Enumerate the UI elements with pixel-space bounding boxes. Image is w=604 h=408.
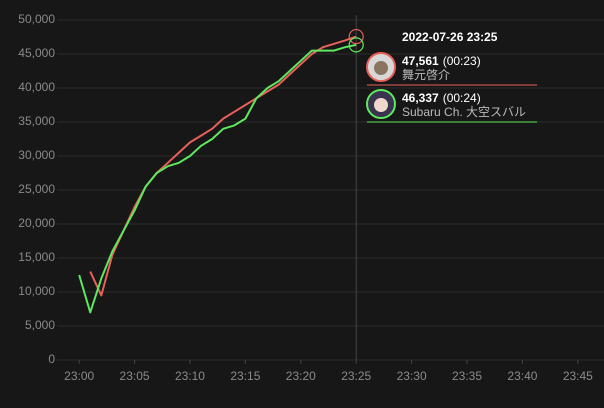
x-tick-label: 23:45 <box>563 369 593 383</box>
tooltip-value-label: 47,561 <box>402 54 439 68</box>
y-tick-label: 25,000 <box>18 182 55 196</box>
y-tick-label: 50,000 <box>18 12 55 26</box>
x-tick-label: 23:30 <box>397 369 427 383</box>
y-tick-label: 40,000 <box>18 80 55 94</box>
x-tick-label: 23:00 <box>64 369 94 383</box>
x-tick-label: 23:40 <box>507 369 537 383</box>
tooltip-elapsed: (00:24) <box>443 91 481 105</box>
series-line <box>78 43 357 314</box>
y-tick-label: 30,000 <box>18 148 55 162</box>
tooltip-value-label: 46,337 <box>402 91 439 105</box>
tooltip-value: 47,561 (00:23) <box>402 54 481 68</box>
y-tick-label: 35,000 <box>18 114 55 128</box>
y-tick-label: 0 <box>48 352 55 366</box>
tooltip-series-name: 舞元啓介 <box>402 67 450 82</box>
y-tick-label: 15,000 <box>18 250 55 264</box>
avatar-face <box>374 61 388 75</box>
x-tick-label: 23:15 <box>230 369 260 383</box>
x-tick-label: 23:25 <box>341 369 371 383</box>
tooltip-elapsed: (00:23) <box>443 54 481 68</box>
y-tick-label: 45,000 <box>18 46 55 60</box>
x-tick-label: 23:05 <box>120 369 150 383</box>
tooltip-series-name: Subaru Ch. 大空スバル <box>402 105 526 119</box>
y-tick-label: 10,000 <box>18 284 55 298</box>
hover-marker <box>348 37 364 53</box>
tooltip-item: 47,561 (00:23)舞元啓介 <box>366 52 537 86</box>
y-tick-label: 20,000 <box>18 216 55 230</box>
avatar-face <box>374 98 388 112</box>
y-tick-label: 5,000 <box>25 318 55 332</box>
x-tick-label: 23:10 <box>175 369 205 383</box>
tooltip-title: 2022-07-26 23:25 <box>402 30 498 44</box>
tooltip-value: 46,337 (00:24) <box>402 91 481 105</box>
series-line <box>89 35 357 297</box>
x-tick-label: 23:20 <box>286 369 316 383</box>
tooltip-item: 46,337 (00:24)Subaru Ch. 大空スバル <box>366 89 537 123</box>
x-tick-label: 23:35 <box>452 369 482 383</box>
hover-marker <box>348 28 364 45</box>
